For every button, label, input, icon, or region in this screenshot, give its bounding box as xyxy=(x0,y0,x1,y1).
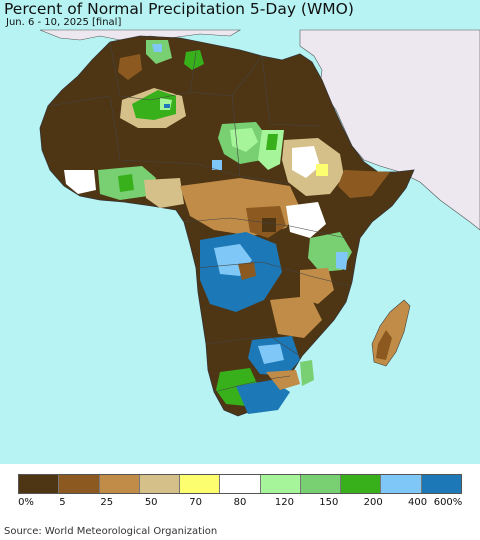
libya-green-patch xyxy=(184,50,204,70)
legend-tick-label: 5 xyxy=(59,497,66,508)
west-africa-tan xyxy=(144,178,184,208)
legend-tick-label: 150 xyxy=(319,497,339,508)
ethiopia-yellow xyxy=(316,164,328,176)
legend-swatch xyxy=(139,475,181,493)
map-area: Percent of Normal Precipitation 5-Day (W… xyxy=(0,0,480,464)
legend-tick-label: 0% xyxy=(18,497,34,508)
legend-swatch xyxy=(341,475,382,493)
legend-tick-label: 400 xyxy=(408,497,428,508)
source-credit: Source: World Meteorological Organizatio… xyxy=(4,526,218,537)
legend-swatch xyxy=(59,475,100,493)
legend-swatch xyxy=(260,475,301,493)
ethiopia-white xyxy=(292,146,320,178)
map-title: Percent of Normal Precipitation 5-Day (W… xyxy=(4,0,354,18)
nigeria-blue-spot xyxy=(212,160,222,170)
madagascar-dry xyxy=(376,330,392,360)
legend-swatch xyxy=(180,475,221,493)
precipitation-map xyxy=(39,29,480,417)
east-africa-white xyxy=(286,202,326,238)
nigeria-green xyxy=(118,174,134,192)
south-africa-blue xyxy=(236,380,290,414)
map-subtitle: Jun. 6 - 10, 2025 [final] xyxy=(6,17,122,28)
legend-tick-label: 25 xyxy=(100,497,114,508)
legend-swatch xyxy=(300,475,342,493)
legend-tick-label: 120 xyxy=(274,497,294,508)
country-borders xyxy=(47,41,351,393)
legend-swatch xyxy=(99,475,140,493)
legend-color-bar xyxy=(18,474,462,494)
botswana-lightblue xyxy=(258,344,284,364)
legend-tick-label: 70 xyxy=(189,497,202,508)
legend-swatch xyxy=(19,475,60,493)
algeria-blue-patch xyxy=(152,44,162,52)
zambia-tan xyxy=(270,296,322,338)
congo-dark-ring xyxy=(262,218,276,232)
europe-landmass xyxy=(39,29,242,41)
algeria-wet-patch xyxy=(118,54,142,80)
niger-blue-spot xyxy=(164,104,170,108)
legend-tick-label: 50 xyxy=(144,497,158,508)
legend-swatch xyxy=(220,475,261,493)
niger-green xyxy=(132,90,176,120)
legend-swatch xyxy=(421,475,461,493)
sudan-green xyxy=(266,134,278,150)
legend-tick-label: 200 xyxy=(363,497,383,508)
south-africa-tan xyxy=(266,370,300,390)
tanzania-tan xyxy=(300,268,334,304)
legend-tick-labels: 0% 5 25 50 70 80 120 150 200 400 600% xyxy=(0,497,480,511)
legend-tick-label: 80 xyxy=(233,497,247,508)
kenya-blue xyxy=(336,252,348,270)
legend-swatch xyxy=(381,475,422,493)
middle-east-landmass xyxy=(299,29,480,231)
mozambique-green xyxy=(300,360,314,386)
legend-tick-label: 600% xyxy=(433,497,463,508)
angola-dry-spot xyxy=(238,262,256,280)
west-africa-white xyxy=(64,170,96,194)
horn-brown xyxy=(338,170,390,198)
